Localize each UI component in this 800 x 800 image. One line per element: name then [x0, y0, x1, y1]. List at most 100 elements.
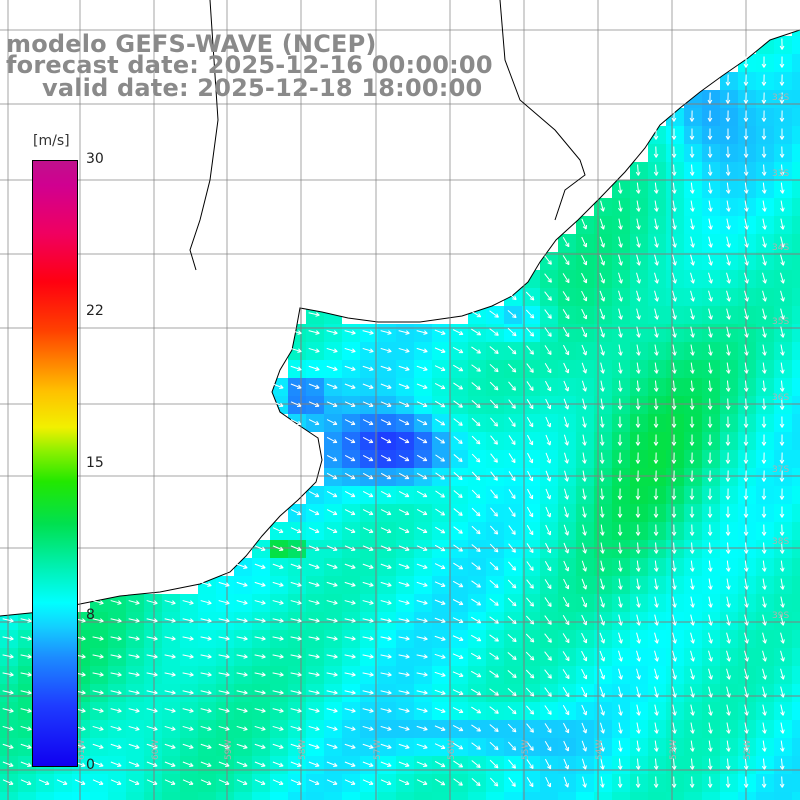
wind-speed-cell: [252, 792, 270, 800]
wind-arrow: [20, 743, 32, 749]
wind-speed-cell: [738, 342, 756, 360]
wind-arrow: [761, 128, 767, 140]
wind-arrow: [635, 416, 641, 428]
wind-arrow: [562, 326, 570, 338]
wind-speed-cell: [576, 342, 594, 360]
wind-arrow: [20, 672, 32, 677]
wind-speed-cell: [576, 396, 594, 414]
wind-speed-cell: [306, 378, 324, 396]
wind-arrow: [617, 470, 623, 482]
wind-speed-cell: [684, 576, 702, 594]
wind-arrow: [452, 724, 464, 732]
wind-arrow: [707, 146, 713, 158]
wind-speed-cell: [108, 666, 126, 684]
wind-speed-cell: [792, 432, 800, 450]
wind-arrow: [618, 632, 623, 644]
wind-arrow: [200, 654, 212, 659]
wind-speed-cell: [270, 756, 288, 774]
wind-speed-cell: [792, 342, 800, 360]
wind-arrow: [599, 704, 605, 716]
wind-arrow: [526, 561, 534, 571]
wind-arrow: [671, 542, 677, 554]
wind-arrow: [761, 146, 767, 158]
wind-speed-cell: [558, 414, 576, 432]
wind-arrow: [489, 363, 499, 373]
wind-arrow: [416, 672, 428, 677]
wind-speed-cell: [666, 450, 684, 468]
wind-speed-cell: [270, 540, 288, 558]
wind-arrow: [707, 110, 713, 122]
wind-speed-cell: [630, 486, 648, 504]
wind-speed-cell: [792, 450, 800, 468]
latitude-label: 35S: [772, 317, 789, 327]
wind-speed-cell: [576, 414, 594, 432]
longitude-label: 58W: [298, 740, 308, 760]
wind-speed-cell: [648, 396, 666, 414]
wind-arrow: [489, 525, 499, 535]
wind-arrow: [762, 632, 767, 644]
wind-arrow: [562, 596, 570, 608]
wind-speed-cell: [216, 774, 234, 792]
wind-arrow: [743, 110, 749, 122]
wind-arrow: [618, 290, 623, 302]
wind-arrow: [471, 724, 481, 732]
wind-speed-cell: [648, 738, 666, 756]
wind-arrow: [200, 672, 212, 677]
wind-arrow: [635, 434, 641, 446]
wind-speed-cell: [756, 180, 774, 198]
wind-arrow: [563, 524, 569, 536]
wind-arrow: [779, 452, 785, 464]
wind-speed-cell: [684, 234, 702, 252]
wind-speed-cell: [306, 396, 324, 414]
wind-speed-cell: [666, 792, 684, 800]
wind-arrow: [489, 688, 499, 696]
wind-arrow: [308, 527, 320, 534]
wind-arrow: [672, 326, 677, 338]
wind-speed-cell: [576, 468, 594, 486]
wind-arrow: [398, 743, 410, 749]
wind-arrow: [635, 524, 641, 536]
wind-speed-cell: [108, 648, 126, 666]
wind-arrow: [398, 690, 410, 695]
wind-speed-cell: [306, 630, 324, 648]
wind-arrow: [544, 345, 552, 356]
wind-speed-cell: [180, 612, 198, 630]
wind-speed-cell: [774, 666, 792, 684]
wind-speed-cell: [738, 702, 756, 720]
wind-arrow: [362, 347, 374, 353]
wind-speed-cell: [342, 594, 360, 612]
wind-speed-cell: [396, 324, 414, 342]
wind-arrow: [380, 347, 392, 353]
wind-arrow: [654, 668, 659, 680]
wind-speed-cell: [774, 108, 792, 126]
wind-speed-cell: [630, 324, 648, 342]
wind-speed-cell: [180, 594, 198, 612]
wind-speed-cell: [342, 648, 360, 666]
wind-arrow: [507, 741, 517, 751]
wind-arrow: [779, 146, 785, 158]
wind-arrow: [689, 146, 695, 158]
wind-speed-cell: [306, 360, 324, 378]
wind-speed-cell: [612, 324, 630, 342]
wind-arrow: [471, 328, 482, 336]
wind-speed-cell: [684, 432, 702, 450]
wind-arrow: [671, 524, 677, 536]
wind-speed-cell: [126, 630, 144, 648]
wind-arrow: [653, 380, 659, 392]
wind-speed-cell: [288, 594, 306, 612]
wind-speed-cell: [702, 90, 720, 108]
wind-arrow: [671, 740, 677, 752]
wind-speed-cell: [648, 504, 666, 522]
wind-speed-cell: [36, 774, 54, 792]
wind-arrow: [453, 760, 464, 768]
wind-speed-cell: [648, 234, 666, 252]
wind-arrow: [672, 614, 677, 626]
wind-arrow: [654, 704, 659, 716]
wind-speed-cell: [720, 90, 738, 108]
wind-arrow: [671, 128, 677, 140]
wind-arrow: [471, 435, 481, 445]
wind-arrow: [582, 452, 587, 464]
wind-arrow: [362, 600, 374, 605]
wind-speed-cell: [378, 792, 396, 800]
wind-arrow: [434, 671, 446, 677]
